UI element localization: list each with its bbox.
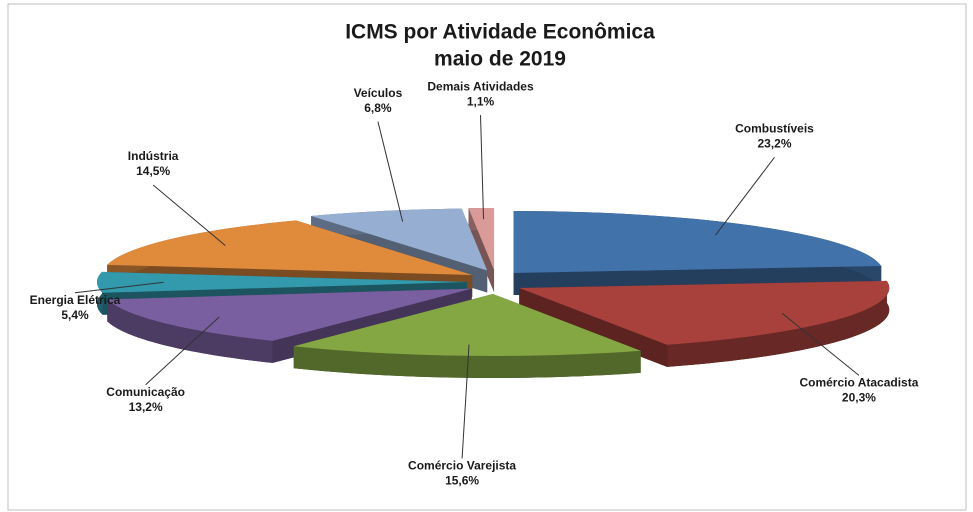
slice-top	[311, 208, 488, 271]
slice-label: Combustíveis	[735, 122, 814, 136]
leader-line	[461, 344, 470, 459]
value-label: 1,1%	[467, 94, 495, 108]
leader-line	[152, 184, 226, 246]
leader-line	[480, 115, 485, 220]
slice	[293, 293, 641, 378]
slice-top	[468, 208, 495, 271]
leader-line	[145, 316, 220, 386]
leader-line	[74, 281, 164, 294]
value-label: 20,3%	[842, 391, 876, 405]
chart-title: ICMS por Atividade Econômica	[345, 21, 655, 44]
leader-line	[377, 121, 404, 222]
chart-subtitle: maio de 2019	[434, 48, 566, 71]
value-label: 5,4%	[61, 308, 89, 322]
slice-top	[293, 293, 641, 356]
slice-top	[97, 271, 468, 293]
value-label: 14,5%	[136, 164, 170, 178]
slice-top	[513, 211, 882, 274]
slice	[513, 211, 882, 296]
value-label: 15,6%	[445, 474, 479, 488]
slice-side	[667, 280, 890, 367]
slice-side	[107, 299, 273, 363]
value-label: 23,2%	[757, 137, 791, 151]
slice-label: Comércio Varejista	[408, 459, 516, 473]
slice-label: Comércio Atacadista	[799, 376, 918, 390]
slice-side	[293, 346, 641, 378]
slice-top	[107, 288, 472, 341]
slice-label: Comunicação	[106, 385, 185, 399]
slice-label: Indústria	[128, 149, 179, 163]
slice-label: Demais Atividades	[427, 79, 534, 93]
slice-label: Veículos	[354, 86, 403, 100]
value-label: 13,2%	[129, 400, 163, 414]
slice-label: Energia Elétrica	[30, 293, 121, 307]
leader-line	[715, 157, 775, 236]
slice-top	[519, 280, 890, 345]
leader-line	[781, 312, 860, 376]
slice-top	[107, 220, 473, 276]
value-label: 6,8%	[364, 101, 392, 115]
